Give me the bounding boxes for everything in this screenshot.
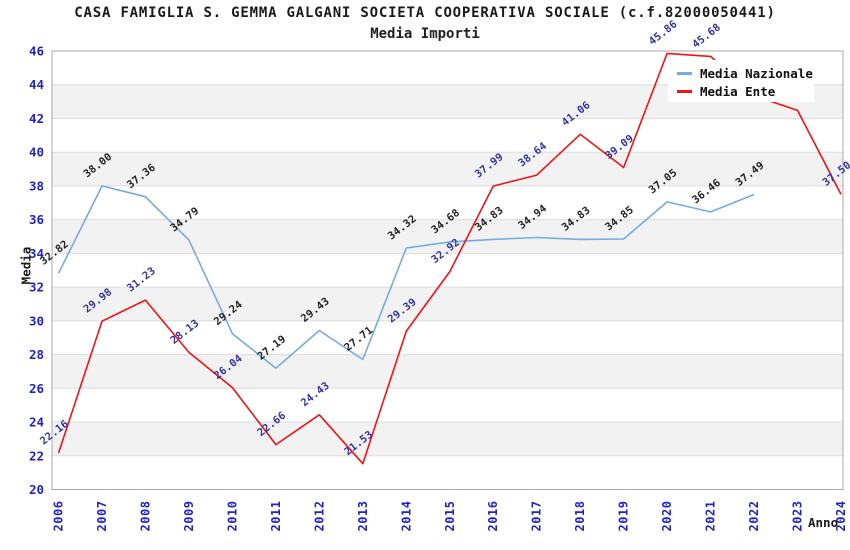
y-tick-label: 24 bbox=[29, 415, 44, 430]
plot-band bbox=[52, 219, 843, 254]
y-tick-label: 30 bbox=[29, 313, 44, 328]
y-tick-label: 42 bbox=[29, 111, 44, 126]
series-line-media-ente bbox=[57, 52, 842, 465]
x-tick-label: 2010 bbox=[225, 501, 239, 532]
y-tick-label: 40 bbox=[29, 145, 44, 160]
x-tick-label: 2011 bbox=[269, 501, 283, 532]
x-tick-label: 2013 bbox=[356, 501, 370, 532]
legend: Media Nazionale Media Ente bbox=[668, 60, 814, 102]
series-line-media-nazionale bbox=[57, 185, 755, 370]
legend-label-nazionale: Media Nazionale bbox=[700, 65, 813, 81]
legend-item-media-ente: Media Ente bbox=[677, 82, 814, 100]
chart-subtitle: Media Importi bbox=[370, 26, 480, 42]
y-tick-label: 22 bbox=[29, 448, 44, 463]
y-axis-title: Media bbox=[18, 246, 34, 285]
y-tick-label: 34 bbox=[29, 246, 44, 261]
x-tick-label: 2017 bbox=[530, 501, 544, 532]
y-tick-label: 28 bbox=[29, 347, 44, 362]
x-tick-label: 2009 bbox=[182, 501, 196, 532]
x-tick-label: 2020 bbox=[660, 501, 674, 532]
y-tick-label: 36 bbox=[29, 212, 44, 227]
x-tick-label: 2016 bbox=[486, 501, 500, 532]
y-tick-label: 26 bbox=[29, 381, 44, 396]
x-tick-label: 2012 bbox=[312, 501, 326, 532]
plot-band bbox=[52, 152, 843, 186]
x-tick-label: 2014 bbox=[399, 501, 413, 532]
x-tick-label: 2006 bbox=[52, 501, 66, 532]
legend-swatch-nazionale-icon bbox=[677, 71, 692, 75]
y-tick-label: 20 bbox=[29, 482, 44, 497]
x-tick-label: 2015 bbox=[443, 501, 457, 532]
y-tick-label: 46 bbox=[29, 44, 44, 59]
y-tick-label: 38 bbox=[29, 178, 44, 193]
x-tick-label: 2018 bbox=[573, 501, 587, 532]
plot-border bbox=[51, 50, 844, 490]
plot-band bbox=[52, 354, 843, 389]
legend-swatch-ente-icon bbox=[677, 89, 692, 93]
y-tick-label: 32 bbox=[29, 280, 44, 295]
chart-title: CASA FAMIGLIA S. GEMMA GALGANI SOCIETA C… bbox=[74, 5, 776, 21]
x-tick-label: 2022 bbox=[747, 501, 761, 532]
x-tick-label: 2023 bbox=[791, 501, 805, 532]
x-tick-label: 2024 bbox=[834, 501, 848, 532]
x-tick-label: 2008 bbox=[138, 501, 152, 532]
plot-band bbox=[52, 422, 843, 456]
x-tick-label: 2021 bbox=[704, 501, 718, 532]
x-axis-title: Anno bbox=[808, 515, 839, 530]
legend-item-media-nazionale: Media Nazionale bbox=[677, 64, 814, 82]
x-tick-label: 2019 bbox=[617, 501, 631, 532]
plot-band bbox=[52, 287, 843, 321]
x-tick-label: 2007 bbox=[95, 501, 109, 532]
legend-label-ente: Media Ente bbox=[700, 83, 776, 99]
data-label: 28.13 bbox=[168, 317, 201, 347]
y-tick-label: 44 bbox=[29, 77, 44, 92]
